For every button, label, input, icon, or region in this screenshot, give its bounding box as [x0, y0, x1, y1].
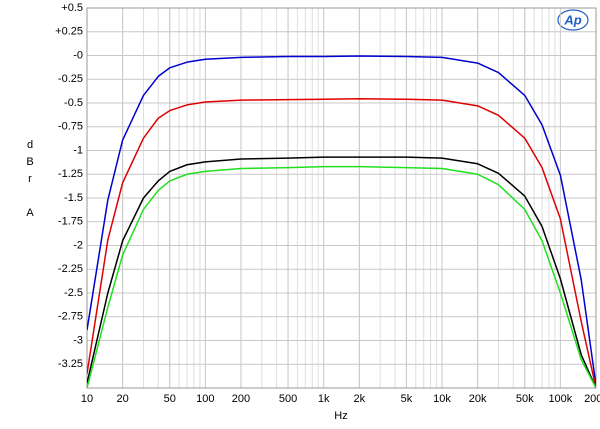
y-tick-label: -2	[73, 239, 83, 251]
data-line	[87, 156, 596, 389]
y-tick-label: -1.5	[64, 192, 83, 204]
y-tick-label: -0	[73, 49, 83, 61]
x-tick-label: 50	[164, 393, 176, 405]
y-tick-label: -1	[73, 144, 83, 156]
y-tick-label: -3	[73, 334, 83, 346]
y-tick-label: -3.25	[58, 358, 83, 370]
logo: Ap	[563, 12, 581, 27]
y-tick-label: -2.75	[58, 311, 83, 323]
data-line	[87, 165, 596, 389]
x-tick-label: 100k	[548, 393, 572, 405]
x-tick-label: 10k	[433, 393, 451, 405]
y-tick-label: -2.5	[64, 287, 83, 299]
y-tick-label: -0.5	[64, 97, 83, 109]
data-line	[87, 97, 596, 389]
x-tick-label: 2k	[354, 393, 366, 405]
y-tick-label: -1.25	[58, 168, 83, 180]
y-tick-label: -0.75	[58, 121, 83, 133]
x-tick-label: 20	[117, 393, 129, 405]
x-tick-label: 50k	[516, 393, 534, 405]
data-line	[87, 55, 596, 386]
x-tick-label: 200k	[584, 393, 600, 405]
x-tick-label: 500	[279, 393, 297, 405]
y-tick-label: +0.25	[55, 26, 83, 38]
y-tick-label: -0.25	[58, 73, 83, 85]
logo-ring	[557, 9, 589, 31]
y-tick-label: -1.75	[58, 216, 83, 228]
x-tick-label: 100	[196, 393, 214, 405]
x-tick-label: 20k	[469, 393, 487, 405]
x-tick-label: 10	[81, 393, 93, 405]
x-tick-label: 1k	[318, 393, 330, 405]
plot-frame	[86, 7, 597, 389]
x-axis-label: Hz	[334, 410, 347, 422]
y-tick-label: +0.5	[61, 2, 83, 14]
x-tick-label: 5k	[401, 393, 413, 405]
y-tick-label: -2.25	[58, 263, 83, 275]
x-tick-label: 200	[232, 393, 250, 405]
